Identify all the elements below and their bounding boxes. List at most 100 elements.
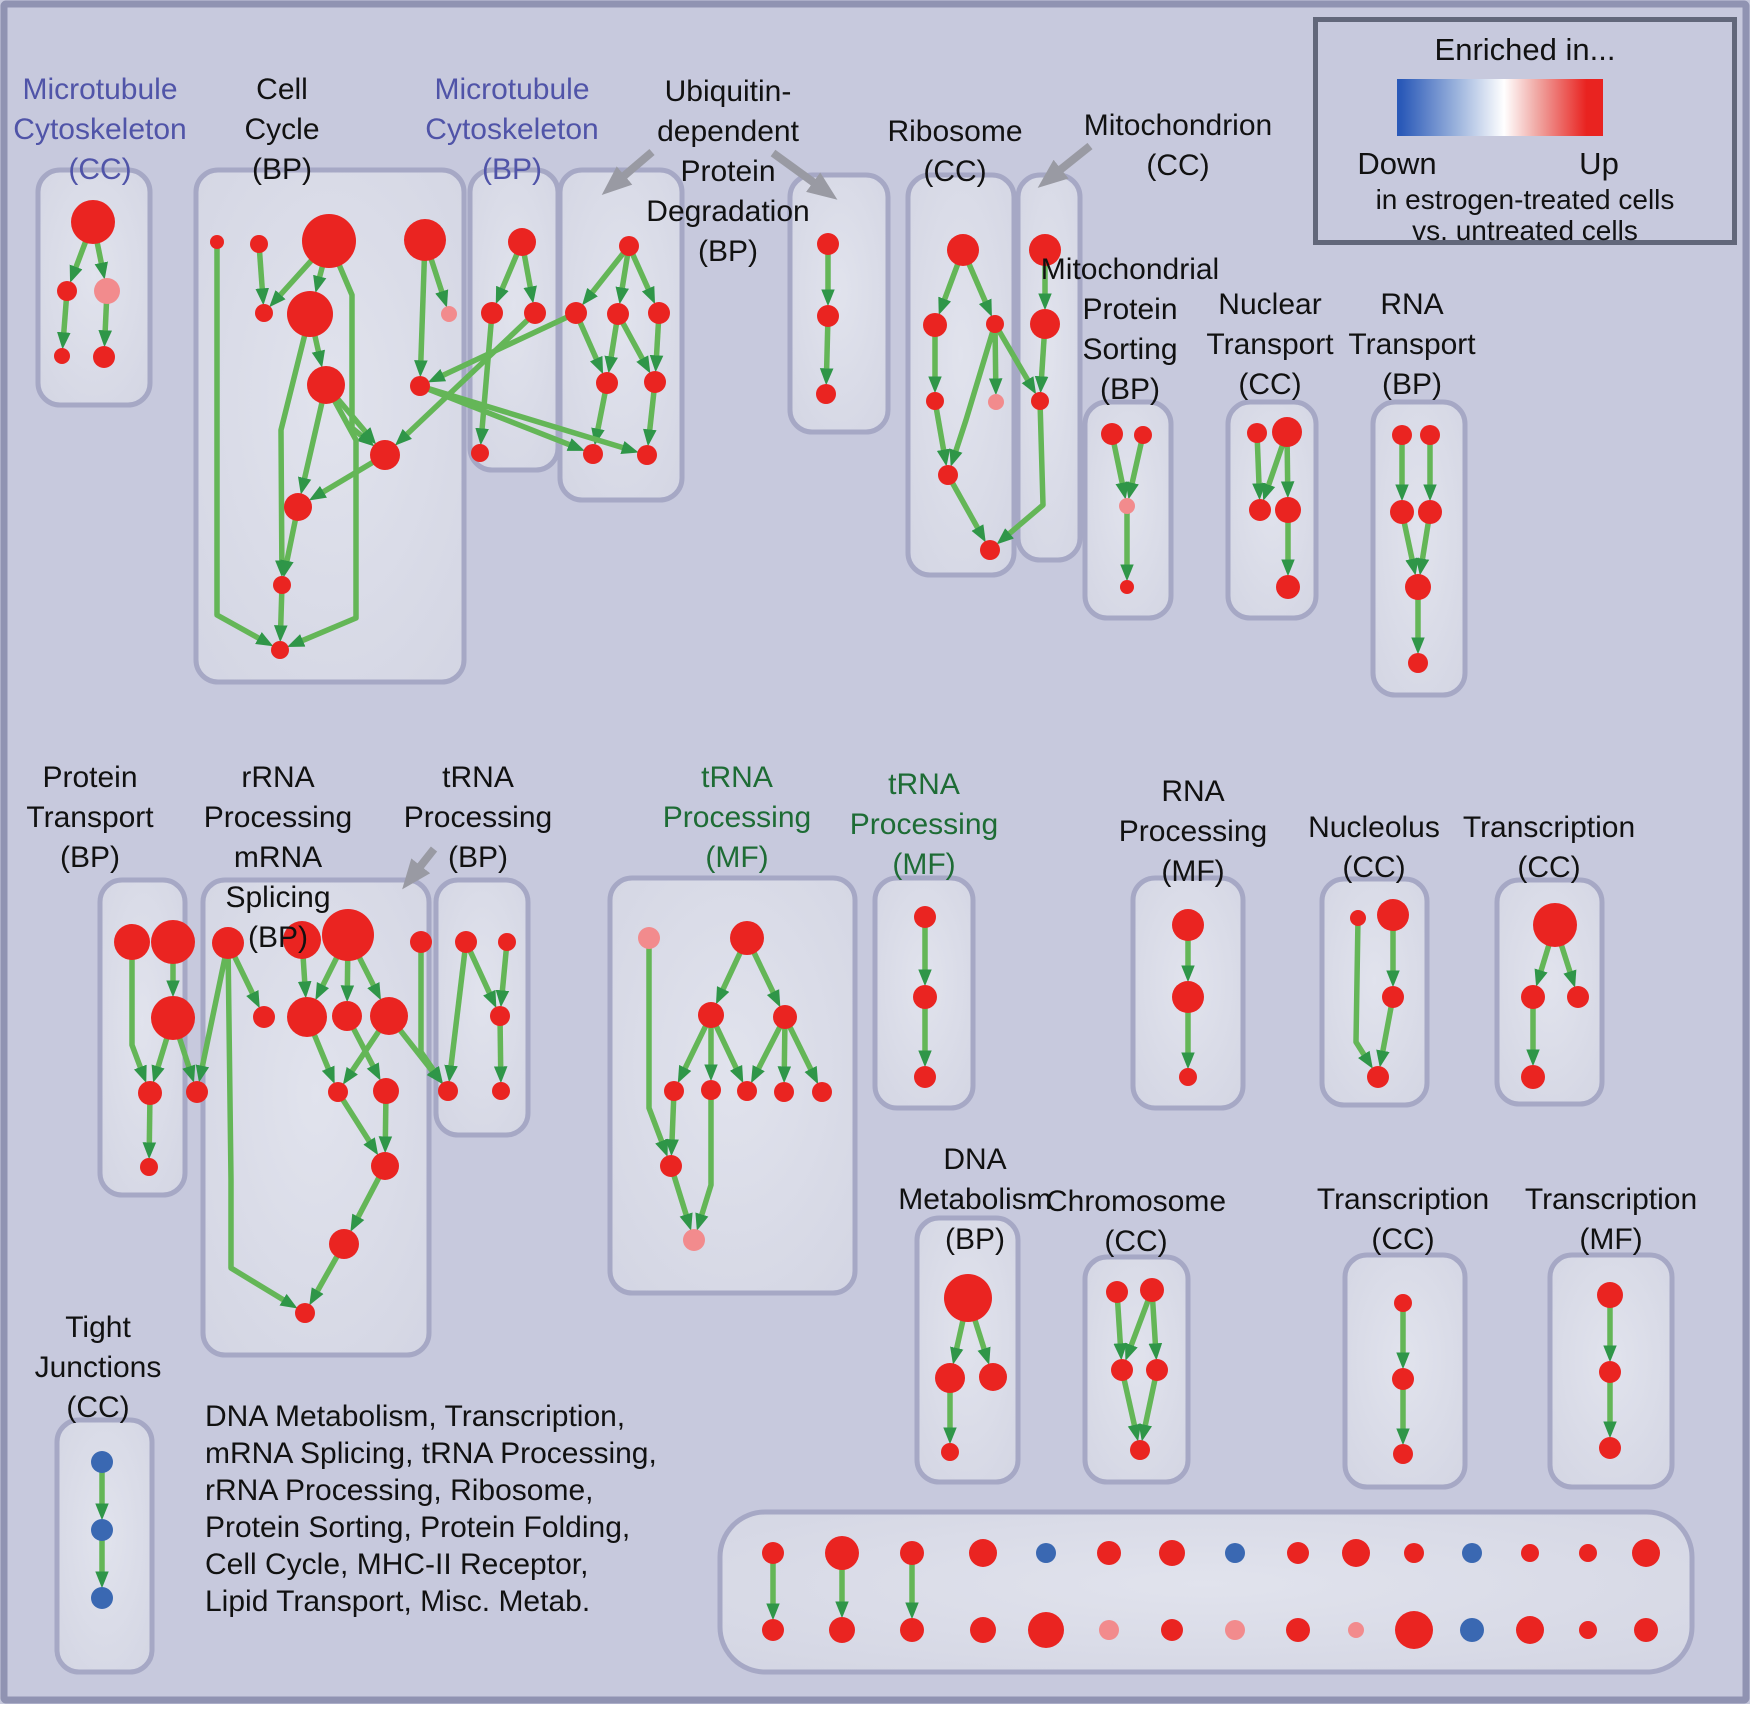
go-term-node [926, 392, 944, 410]
go-term-node [1367, 1066, 1389, 1088]
go-term-node [91, 1451, 113, 1473]
go-term-node [1225, 1620, 1245, 1640]
go-term-node [1036, 1543, 1056, 1563]
go-term-node [644, 371, 666, 393]
legend-subtitle-line2: vs. untreated cells [1412, 215, 1638, 246]
go-term-node [1101, 423, 1123, 445]
go-term-node [762, 1619, 784, 1641]
label-pointer-arrow [402, 846, 438, 890]
misc-terms-annotation: DNA Metabolism, Transcription, mRNA Spli… [205, 1398, 657, 1620]
go-term-node [1521, 1065, 1545, 1089]
cluster-label-dna-metabolism-bp: DNA Metabolism (BP) [898, 1143, 1052, 1256]
go-term-node [1460, 1618, 1484, 1642]
go-term-node [1342, 1539, 1370, 1567]
go-term-node [1140, 1278, 1164, 1302]
go-term-node [1579, 1621, 1597, 1639]
go-term-node [91, 1519, 113, 1541]
edge-arrow [326, 239, 375, 447]
label-pointer-arrow [770, 149, 838, 200]
go-term-node [1377, 899, 1409, 931]
go-term-node [371, 1152, 399, 1180]
go-term-node [441, 306, 457, 322]
cluster-label-cell-cycle: Cell Cycle (BP) [244, 73, 320, 186]
cluster-label-nucleolus-cc: Nucleolus (CC) [1308, 811, 1440, 884]
go-term-node [1031, 392, 1049, 410]
go-term-node [210, 235, 224, 249]
go-term-node [287, 291, 333, 337]
go-term-node [1405, 574, 1431, 600]
edge-arrow [949, 323, 998, 467]
cluster-box-ubiquitin-degradation-bp-2 [787, 172, 891, 435]
cluster-label-ribosome-cc: Ribosome (CC) [887, 115, 1023, 188]
go-term-node [271, 641, 289, 659]
go-term-node [914, 1066, 936, 1088]
cluster-label-rrna-processing-mrna-splicing-bp: rRNA Processing mRNA Splicing (BP) [203, 761, 353, 954]
go-term-node [1287, 1542, 1309, 1564]
go-term-node [648, 302, 670, 324]
go-term-node [498, 933, 516, 951]
cluster-box-chromosome-cc [1082, 1254, 1191, 1485]
go-term-node [979, 1363, 1007, 1391]
go-term-node [1632, 1539, 1660, 1567]
go-term-node [1179, 1068, 1197, 1086]
edge-arrow [275, 313, 313, 578]
go-term-node [284, 493, 312, 521]
go-term-node [404, 219, 446, 261]
go-term-node [1286, 1618, 1310, 1642]
go-term-node [186, 1081, 208, 1103]
cluster-label-trna-processing-mf-small: tRNA Processing (MF) [849, 768, 999, 881]
edge-arrow [582, 244, 632, 306]
edge-arrow [129, 942, 147, 1083]
go-term-node [817, 233, 839, 255]
edge-arrow [1353, 917, 1373, 1069]
go-term-node [1097, 1541, 1121, 1565]
go-term-node [938, 465, 958, 485]
go-term-node [825, 1536, 859, 1570]
go-term-node [1172, 981, 1204, 1013]
go-term-node [683, 1229, 705, 1251]
cluster-box-rna-transport-bp [1370, 399, 1468, 698]
go-term-node [1579, 1544, 1597, 1562]
go-term-node [980, 540, 1000, 560]
go-term-node [1106, 1281, 1128, 1303]
go-term-node [94, 278, 120, 304]
cluster-label-protein-transport-bp: Protein Transport (BP) [26, 761, 154, 874]
annotation-line: Lipid Transport, Misc. Metab. [205, 1585, 591, 1618]
go-term-node [1393, 1444, 1413, 1464]
go-term-node [1599, 1361, 1621, 1383]
go-term-node [71, 200, 115, 244]
go-term-node [1249, 499, 1271, 521]
go-term-node [1276, 575, 1300, 599]
cluster-box-nucleolus-cc [1319, 876, 1430, 1108]
cluster-label-trna-processing-mf-large: tRNA Processing (MF) [662, 761, 812, 874]
label-pointer-arrow [601, 148, 655, 195]
edge-arrow [394, 311, 537, 446]
go-term-node [607, 303, 629, 325]
cluster-label-microtubule-bp: Microtubule Cytoskeleton (BP) [425, 73, 599, 186]
cluster-box-trna-processing-mf-large [607, 875, 858, 1296]
go-term-node [283, 921, 321, 959]
go-term-node [829, 1617, 855, 1643]
go-term-node [492, 1082, 510, 1100]
go-term-node [93, 346, 115, 368]
go-term-node [1394, 1294, 1412, 1312]
go-term-node [455, 931, 477, 953]
go-term-node [410, 376, 430, 396]
go-term-node [1159, 1540, 1185, 1566]
go-term-node [151, 920, 195, 964]
go-term-node [1634, 1618, 1658, 1642]
go-term-node [54, 348, 70, 364]
edge-arrow [287, 383, 359, 648]
go-term-node [508, 228, 536, 256]
go-term-node [1516, 1616, 1544, 1644]
go-term-node [1348, 1622, 1364, 1638]
edge-arrow [695, 1090, 714, 1231]
go-term-node [944, 1274, 992, 1322]
cluster-box-transcription-cc-row2 [1494, 877, 1605, 1107]
go-term-node [438, 1081, 458, 1101]
go-term-node [322, 909, 374, 961]
go-term-node [253, 1006, 275, 1028]
cluster-label-transcription-cc-row2: Transcription (CC) [1462, 811, 1636, 884]
